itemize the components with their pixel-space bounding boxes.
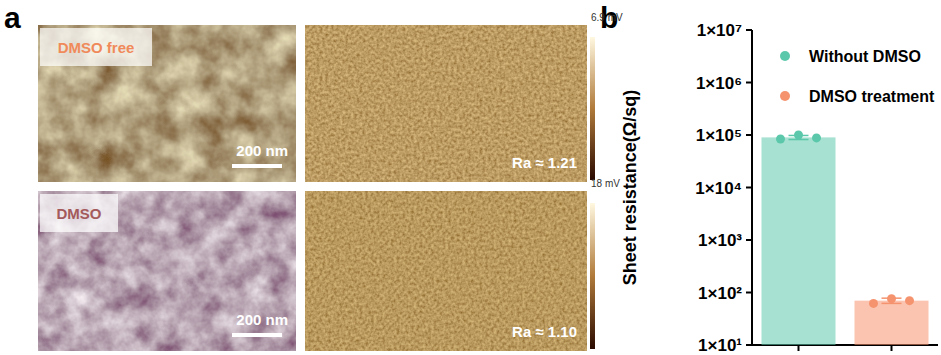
y-tick [746, 134, 752, 136]
y-tick-label: 1×10⁶ [696, 74, 742, 93]
roughness-label: Ra ≈ 1.10 [512, 323, 577, 340]
bar [855, 301, 929, 345]
color-bar [590, 203, 595, 349]
y-tick [746, 292, 752, 294]
y-tick-label: 1×10² [698, 284, 742, 303]
legend-label: Without DMSO [809, 48, 921, 65]
data-point [794, 131, 803, 140]
scale-bar-label: 200 nm [236, 142, 288, 159]
data-point [812, 133, 821, 142]
data-point [887, 294, 896, 303]
label-box [40, 194, 118, 232]
afm-image [305, 25, 587, 182]
y-tick-label: 1×10⁵ [696, 126, 742, 145]
scale-bar-label: 200 nm [236, 311, 288, 328]
roughness-label: Ra ≈ 1.21 [512, 154, 577, 171]
data-point [905, 296, 914, 305]
data-point [776, 134, 785, 143]
y-tick-label: 1×10⁷ [697, 21, 742, 40]
y-tick-label: 1×10¹ [698, 336, 742, 355]
y-tick [746, 29, 752, 31]
image-label: DMSO free [58, 39, 135, 56]
image-label: DMSO [57, 205, 102, 222]
color-bar [590, 37, 595, 180]
afm-image [38, 25, 296, 182]
data-point [869, 299, 878, 308]
scale-bar [232, 333, 282, 337]
scale-bar [232, 164, 282, 168]
panel-label: a [4, 1, 21, 34]
y-tick [746, 239, 752, 241]
figure: abDMSO free200 nmRa ≈ 1.216.9 mVDMSO200 … [0, 0, 941, 355]
y-tick-label: 1×10³ [698, 231, 742, 250]
legend-marker [780, 91, 790, 101]
y-tick-label: 1×10⁴ [695, 179, 742, 198]
color-bar-label: 6.9 mV [591, 12, 623, 23]
legend-label: DMSO treatment [809, 88, 935, 105]
x-tick [798, 345, 800, 351]
x-tick [891, 345, 893, 351]
afm-image [305, 191, 587, 351]
y-axis-label: Sheet resistance(Ω/sq) [620, 90, 640, 286]
afm-image [38, 191, 296, 351]
color-bar-label: 18 mV [591, 178, 620, 189]
plot-area [762, 131, 929, 346]
bar [762, 137, 836, 345]
y-tick [746, 344, 752, 346]
legend-marker [780, 51, 790, 61]
y-tick [746, 82, 752, 84]
y-tick [746, 187, 752, 189]
label-box [40, 28, 152, 66]
